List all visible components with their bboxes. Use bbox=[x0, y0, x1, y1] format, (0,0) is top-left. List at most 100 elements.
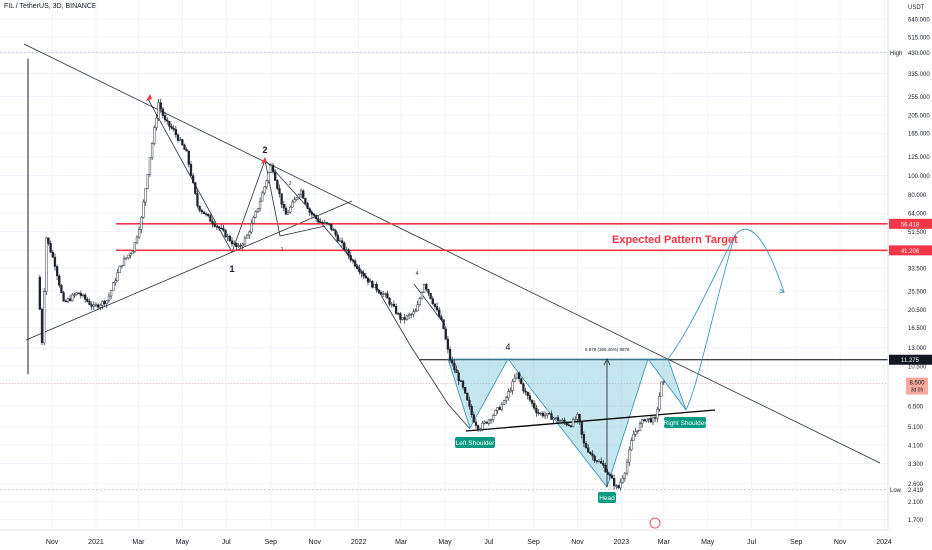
candle-body bbox=[297, 194, 301, 198]
candle-body bbox=[587, 447, 590, 453]
candle-body bbox=[138, 229, 141, 238]
candle-body bbox=[135, 236, 139, 243]
candle-body bbox=[576, 413, 579, 420]
candle-body bbox=[163, 115, 167, 121]
candle-body bbox=[401, 317, 404, 320]
candle-body bbox=[459, 380, 462, 382]
annotations: Expected Pattern Target Left Shoulder Head… bbox=[146, 94, 738, 529]
candle-body bbox=[207, 213, 210, 217]
price-axis[interactable]: 640.000 515.000 430.000 335.000 255.000 205.0… bbox=[887, 0, 932, 530]
candle-body bbox=[440, 316, 443, 320]
candle-body bbox=[327, 223, 331, 225]
candle-body bbox=[336, 234, 339, 242]
candle-body bbox=[159, 102, 162, 110]
price-tick-label: 2.100 bbox=[908, 500, 924, 506]
candle-body bbox=[330, 224, 333, 230]
price-tick-label: 5.100 bbox=[908, 425, 924, 431]
candle-body bbox=[308, 208, 311, 213]
head-label: Head bbox=[599, 495, 615, 502]
event-icon bbox=[649, 517, 661, 529]
candle-body bbox=[653, 417, 657, 419]
candle-body bbox=[608, 474, 611, 476]
candle-body bbox=[612, 478, 616, 487]
candle-body bbox=[293, 199, 296, 203]
candle-body bbox=[496, 407, 499, 411]
candle-body bbox=[625, 461, 629, 474]
candle-body bbox=[399, 313, 402, 320]
candle-body bbox=[524, 390, 527, 393]
candle-body bbox=[310, 212, 314, 215]
candle-body bbox=[444, 328, 447, 340]
current-price-tag bbox=[906, 377, 928, 395]
time-tick-label: Mar bbox=[395, 539, 408, 546]
time-tick-label: Nov bbox=[571, 539, 584, 546]
candle-body bbox=[291, 201, 294, 208]
candle-body bbox=[133, 242, 136, 252]
price-tick-label: 125.000 bbox=[908, 155, 930, 161]
candle-body bbox=[438, 309, 441, 317]
candle-body bbox=[563, 420, 566, 423]
candle-body bbox=[569, 425, 573, 427]
candle-body bbox=[602, 463, 605, 466]
pattern-fill bbox=[447, 358, 649, 488]
candle-body bbox=[254, 211, 257, 218]
price-tick-label: 13.000 bbox=[908, 346, 927, 352]
candle-body bbox=[315, 215, 318, 219]
price-tick-label: 4.100 bbox=[908, 444, 924, 450]
candle-body bbox=[638, 423, 642, 431]
candle-body bbox=[487, 419, 491, 424]
projection-path bbox=[667, 234, 736, 360]
candle-body bbox=[582, 434, 586, 444]
price-tick-label: 1.700 bbox=[908, 518, 924, 524]
candle-body bbox=[606, 471, 609, 475]
candle-body bbox=[414, 310, 417, 313]
candle-body bbox=[226, 235, 229, 238]
candle-body bbox=[610, 475, 614, 479]
high-label: High bbox=[890, 51, 902, 57]
candle-body bbox=[332, 229, 335, 231]
candle-body bbox=[204, 213, 208, 215]
candle-body bbox=[455, 369, 458, 374]
candle-body bbox=[502, 400, 506, 405]
candle-body bbox=[567, 424, 570, 426]
candle-body bbox=[43, 291, 46, 344]
time-tick-label: Nov bbox=[309, 539, 322, 546]
candle-body bbox=[509, 390, 512, 392]
candle-body bbox=[81, 294, 85, 296]
candle-body bbox=[371, 280, 374, 288]
candle-body bbox=[347, 249, 350, 256]
candle-body bbox=[422, 284, 426, 293]
candle-body bbox=[302, 190, 305, 199]
price-tick-label: 100.000 bbox=[908, 174, 930, 180]
candle-body bbox=[574, 419, 577, 421]
candle-body bbox=[507, 391, 510, 398]
candle-body bbox=[77, 292, 80, 294]
time-axis[interactable]: Nov 2021 Mar May Jul Sep Nov 2022 Mar May Jul Sep No… bbox=[0, 529, 892, 546]
candle-body bbox=[517, 372, 521, 380]
time-tick-label: Jul bbox=[484, 539, 493, 546]
candle-body bbox=[129, 253, 132, 256]
candle-body bbox=[58, 275, 61, 286]
candle-body bbox=[146, 174, 149, 189]
candle-body bbox=[232, 242, 236, 245]
price-tick-label: 51.500 bbox=[908, 230, 927, 236]
candle-body bbox=[420, 292, 424, 299]
peak-marker-icon bbox=[146, 94, 152, 101]
candle-body bbox=[153, 127, 156, 144]
candle-body bbox=[433, 303, 437, 307]
candle-body bbox=[109, 290, 113, 297]
candle-body bbox=[166, 119, 169, 122]
candle-body bbox=[386, 293, 389, 299]
candle-body bbox=[632, 434, 635, 441]
candle-body bbox=[356, 265, 359, 270]
price-tag bbox=[889, 218, 932, 229]
candle-body bbox=[112, 282, 115, 291]
candle-body bbox=[289, 206, 292, 213]
candle-body bbox=[481, 422, 484, 430]
candle-body bbox=[425, 284, 428, 290]
wave-2-label: 2 bbox=[262, 145, 267, 155]
candle-body bbox=[647, 418, 650, 420]
candle-body bbox=[468, 399, 471, 407]
candle-body bbox=[338, 240, 342, 242]
